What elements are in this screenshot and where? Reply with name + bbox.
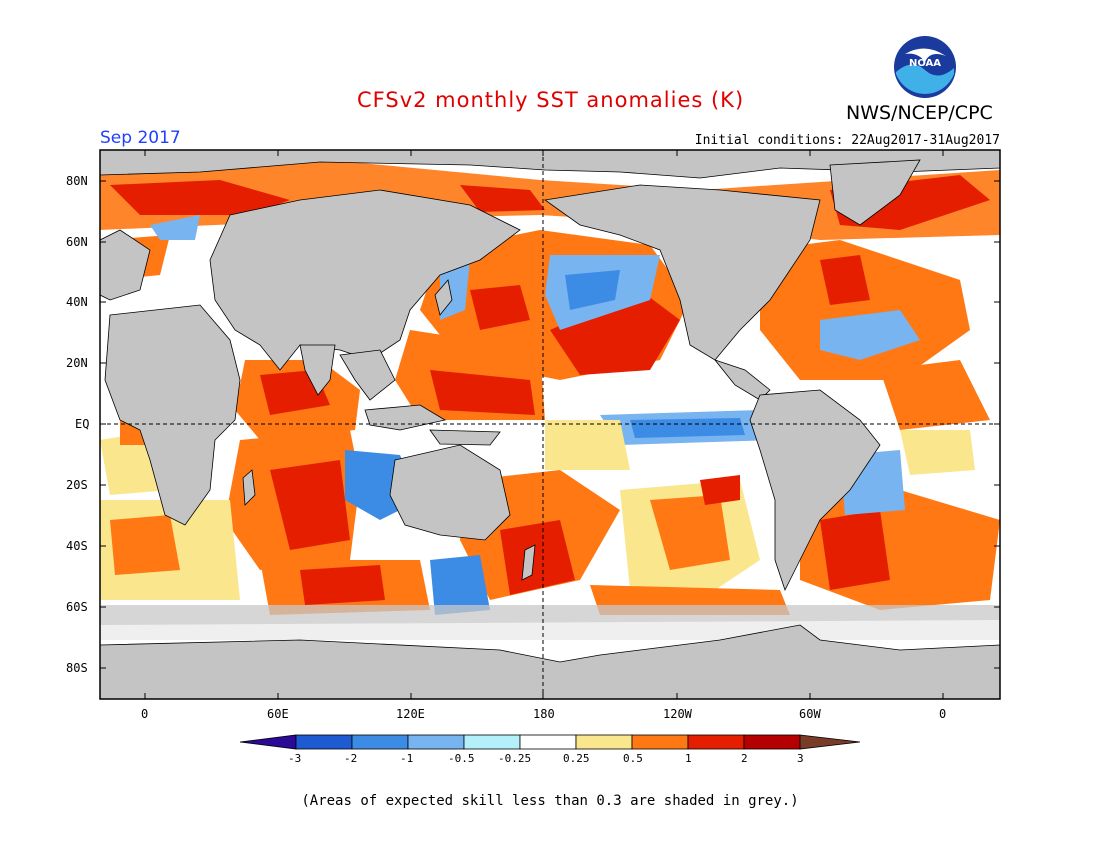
colorbar-tick: 2 (741, 752, 748, 765)
lon-label: 60W (799, 707, 821, 721)
lon-label: 0 (141, 707, 149, 721)
initial-conditions: Initial conditions: 22Aug2017-31Aug2017 (694, 133, 1000, 148)
colorbar-bin (407, 734, 465, 750)
land (100, 150, 1000, 699)
lon-label: 180 (533, 707, 555, 721)
lat-label: 80S (66, 661, 88, 675)
colorbar-tick: -0.25 (498, 752, 532, 765)
lon-label: 120E (396, 707, 425, 721)
map-title: CFSv2 monthly SST anomalies (K) (357, 88, 745, 112)
colorbar-high-triangle (799, 734, 861, 750)
colorbar-bin (575, 734, 633, 750)
colorbar-bin (295, 734, 353, 750)
colorbar-tick: 0.5 (623, 752, 643, 765)
noaa-logo-text: NOAA (909, 58, 941, 69)
colorbar-bin (519, 734, 577, 750)
colorbar-bin (631, 734, 689, 750)
colorbar-tick: -0.5 (448, 752, 475, 765)
lon-ticks (144, 150, 944, 699)
forecast-period: Sep 2017 (100, 128, 181, 148)
lat-label: 40S (66, 539, 88, 553)
colorbar-bin (351, 734, 409, 750)
lat-label: 40N (66, 295, 88, 309)
colorbar-tick: 1 (685, 752, 692, 765)
colorbar-low-triangle (239, 734, 297, 750)
agency-label: NWS/NCEP/CPC (846, 102, 993, 124)
colorbar (239, 734, 861, 750)
colorbar-bin (743, 734, 801, 750)
colorbar-tick: 3 (797, 752, 804, 765)
colorbar-bin (463, 734, 521, 750)
lon-label: 120W (663, 707, 692, 721)
lat-label: 20N (66, 356, 88, 370)
noaa-logo: NOAA (894, 36, 956, 98)
colorbar-bin (687, 734, 745, 750)
lon-label: 0 (939, 707, 947, 721)
lat-label: 20S (66, 478, 88, 492)
lat-label: 60S (66, 600, 88, 614)
colorbar-tick: -3 (288, 752, 302, 765)
colorbar-tick: -1 (400, 752, 414, 765)
lat-label: 80N (66, 174, 88, 188)
lat-label: 60N (66, 235, 88, 249)
skill-footnote: (Areas of expected skill less than 0.3 a… (301, 793, 799, 809)
colorbar-tick: 0.25 (563, 752, 590, 765)
lat-ticks (100, 180, 1000, 669)
lon-label: 60E (267, 707, 289, 721)
colorbar-tick: -2 (344, 752, 358, 765)
lat-label: EQ (75, 417, 90, 431)
